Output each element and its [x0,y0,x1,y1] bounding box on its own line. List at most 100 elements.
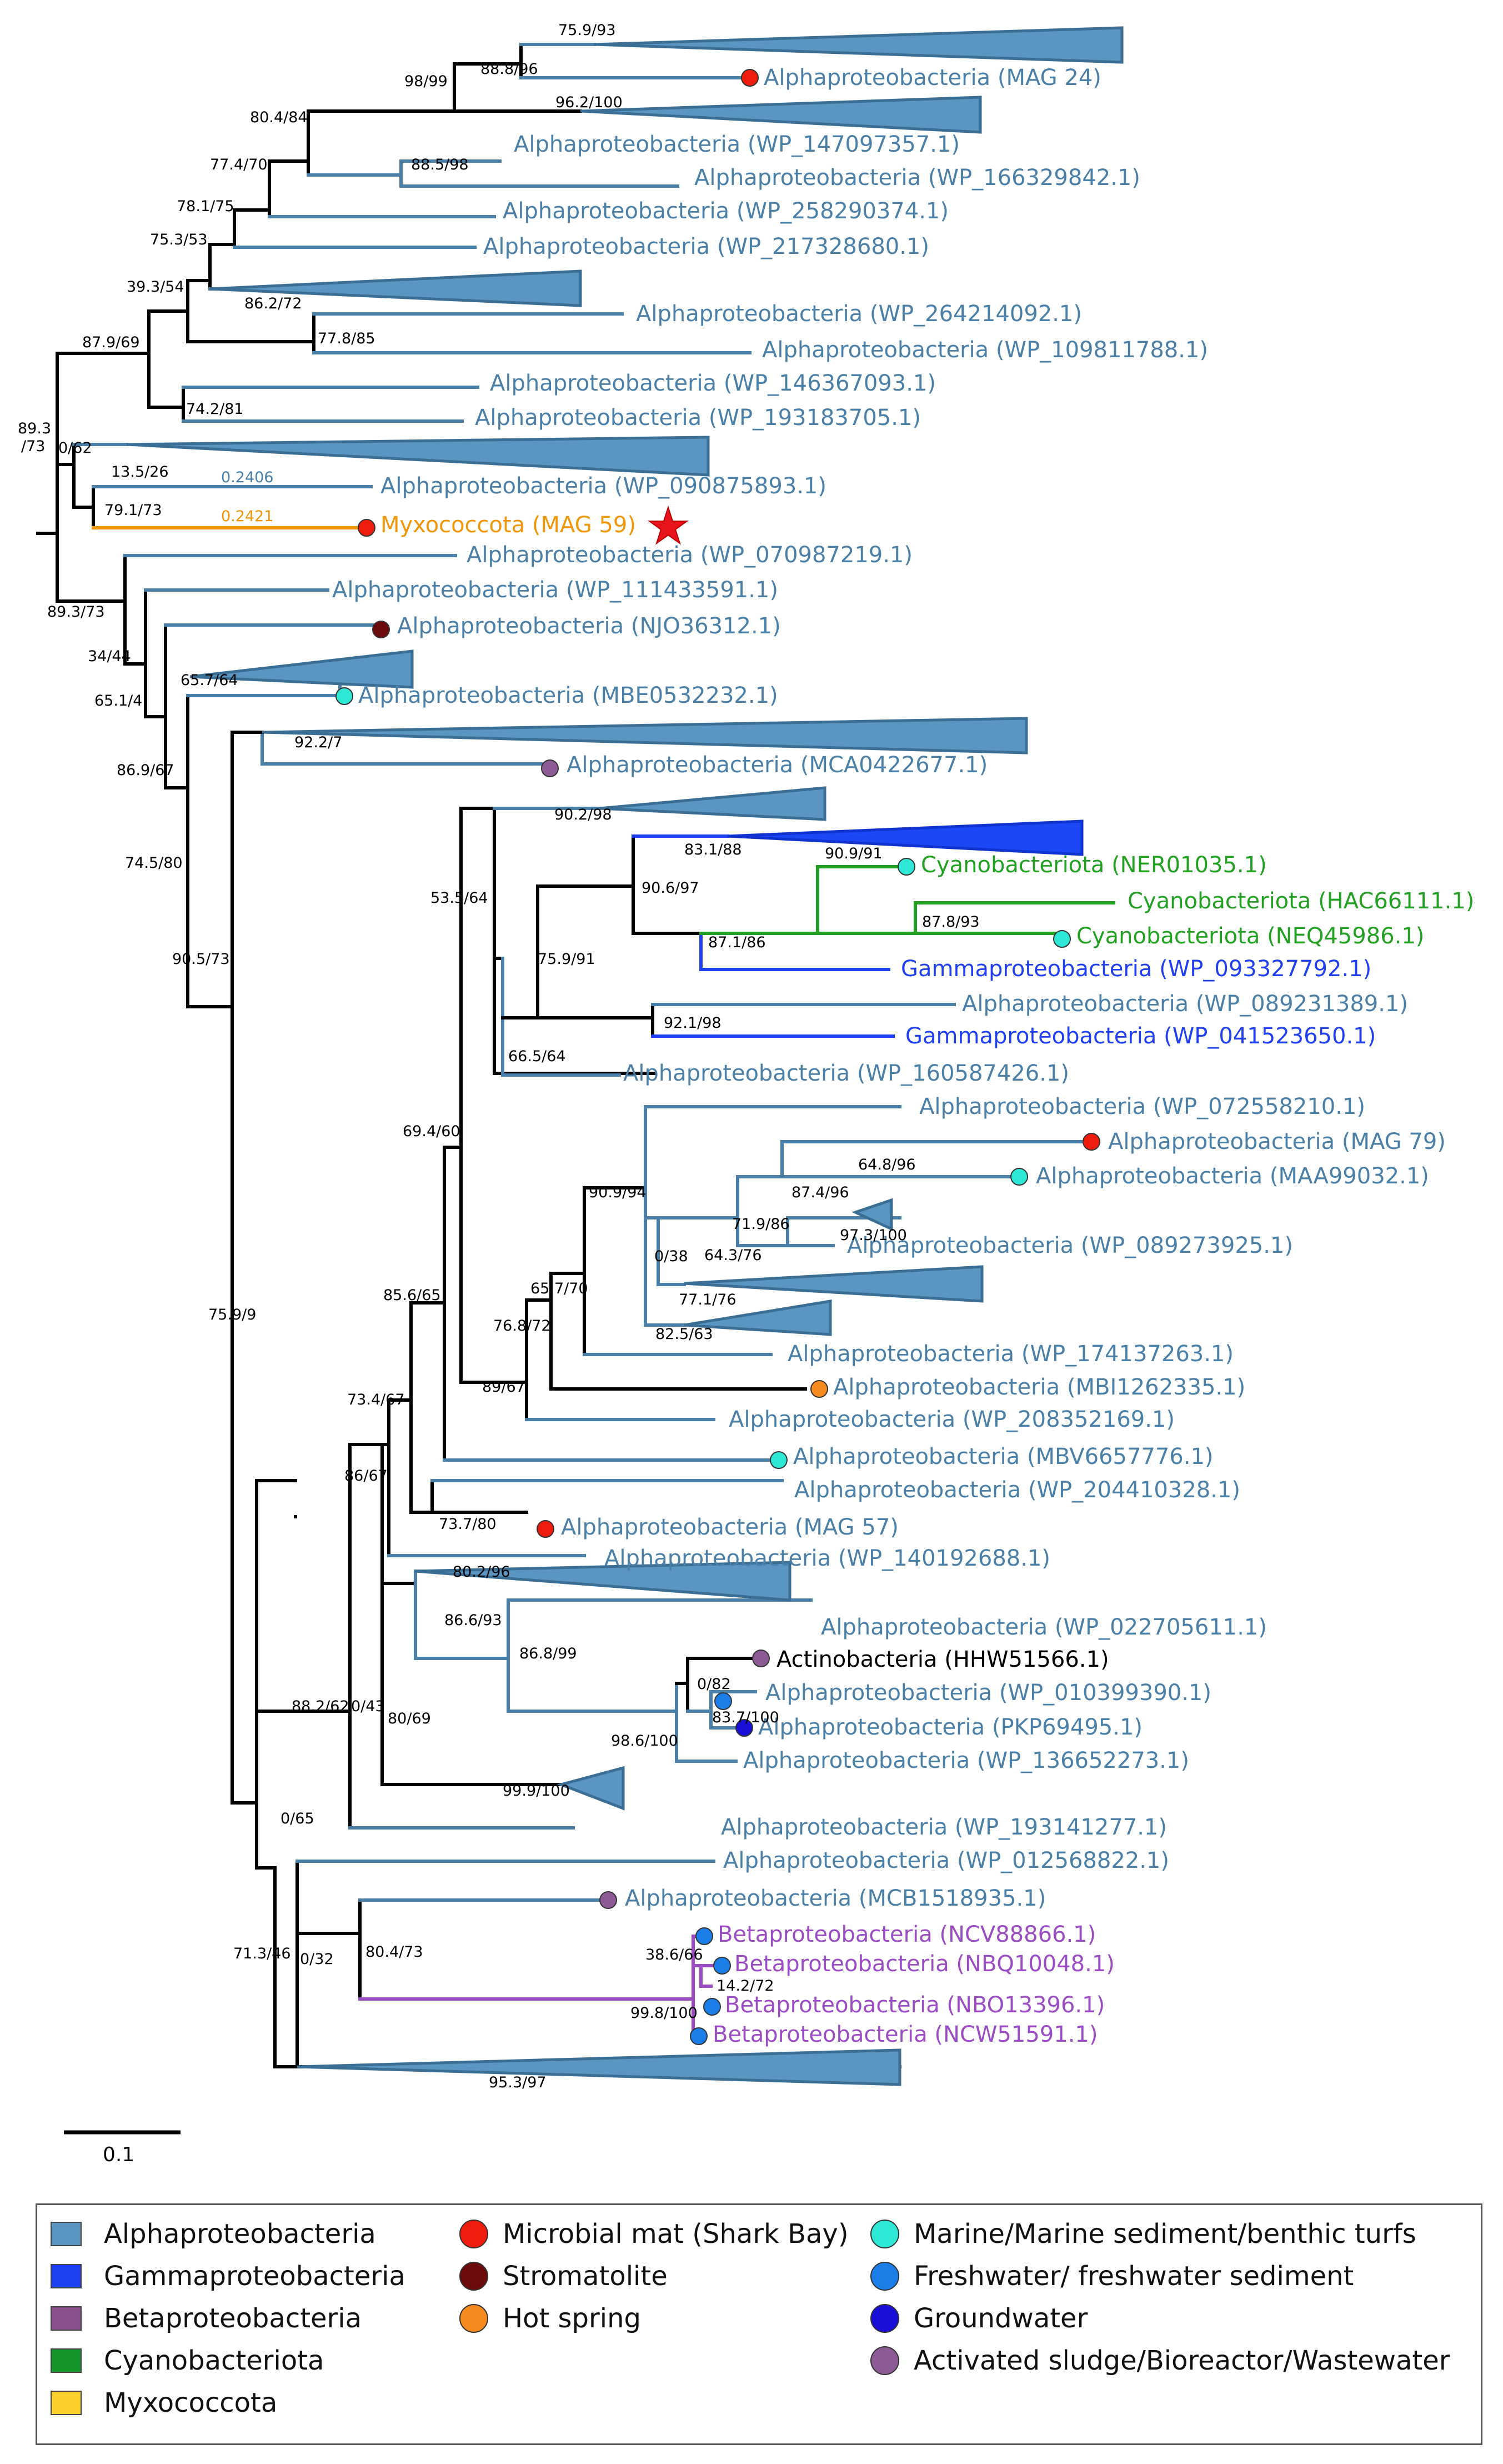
collapsed-clade-triangle [594,26,1124,64]
legend-label: Alphaproteobacteria [104,2218,376,2250]
support-value: 77.4/70 [210,156,268,173]
tree-branches [36,43,1115,2068]
support-value: 92.2/7 [294,734,342,751]
support-value: 38.6/66 [645,1946,703,1963]
leaf-label: Alphaproteobacteria (WP_089273925.1) [847,1233,1293,1258]
collapsed-clade-triangle [262,717,1028,754]
support-value: 88.5/98 [411,156,469,173]
leaf-label: Alphaproteobacteria (MAG 57) [561,1515,899,1540]
support-value: 78.1/75 [177,198,234,215]
leaf-label: Actinobacteria (HHW51566.1) [776,1647,1109,1672]
leaf-label: Alphaproteobacteria (WP_193141277.1) [721,1815,1167,1840]
legend-item-stromatolite: Stromatolite [459,2260,668,2293]
support-value: 75.9/91 [538,951,595,968]
support-value: 65.7/64 [181,672,238,689]
leaf-label: Alphaproteobacteria (WP_146367093.1) [490,371,936,396]
legend-item-alphaproteobacteria: Alphaproteobacteria [51,2217,376,2251]
leaf-label: Alphaproteobacteria (WP_264214092.1) [636,301,1082,327]
support-value: 90.9/91 [825,845,883,862]
leaf-label: Alphaproteobacteria (MCB1518935.1) [625,1886,1046,1911]
legend-item-myxococcota: Myxococcota [51,2386,277,2420]
legend-item-betaproteobacteria: Betaproteobacteria [51,2302,362,2335]
support-value: 64.8/96 [858,1156,916,1173]
support-value: 77.1/76 [679,1291,737,1308]
leaf-label: Alphaproteobacteria (WP_204410328.1) [794,1477,1240,1503]
leaf-label: Alphaproteobacteria (WP_174137263.1) [788,1341,1234,1367]
support-value: 99.8/100 [630,2005,698,2022]
support-value: 82.5/63 [655,1326,713,1343]
circle-purple-icon [870,2346,899,2375]
sludge-marker [752,1650,770,1667]
support-value: 86.8/99 [519,1645,577,1662]
stromatolite-marker [372,621,390,638]
legend-label: Hot spring [503,2303,641,2334]
support-value: 90.5/73 [172,951,230,968]
legend-label: Groundwater [914,2303,1088,2334]
legend-label: Gammaproteobacteria [104,2261,405,2292]
leaf-label: Alphaproteobacteria (WP_111433591.1) [332,577,778,603]
support-value: 73.4/67 [347,1391,405,1408]
support-value: 0/32 [300,1951,334,1968]
leaf-label: Myxococcota (MAG 59) [380,512,636,538]
leaf-label: Alphaproteobacteria (WP_147097357.1) [514,132,960,157]
leaf-label: Alphaproteobacteria (MAG 79) [1108,1129,1446,1154]
support-value: 64.3/76 [704,1247,762,1264]
phylogenetic-tree: Alphaproteobacteria (MAG 24) Alphaproteo… [18,22,1474,2166]
habitat-markers [335,69,1100,2045]
collapsed-clade-triangle [126,436,710,477]
support-value: 13.5/26 [111,463,169,481]
legend-item-gammaproteobacteria: Gammaproteobacteria [51,2260,405,2293]
support-value: 80.4/73 [365,1943,423,1961]
support-value: 65.7/70 [530,1280,588,1297]
collapsed-clade-triangle [851,1198,893,1231]
leaf-label: Alphaproteobacteria (WP_136652273.1) [743,1748,1189,1773]
support-value: 80.2/96 [453,1563,510,1581]
branch-length-label: 0.2421 [221,508,273,525]
gammaproteobacteria-swatch [51,2264,82,2288]
marine-marker [770,1451,788,1469]
collapsed-clade-triangle [727,819,1084,856]
leaf-label: Alphaproteobacteria (WP_258290374.1) [503,198,949,224]
leaf-label: Alphaproteobacteria (MBI1262335.1) [833,1375,1245,1400]
support-value: 83.7/100 [712,1709,779,1726]
marine-marker [1010,1168,1028,1186]
support-value: 97.3/100 [840,1227,907,1244]
circle-orange-icon [459,2304,488,2333]
support-value: 83.1/88 [684,841,742,858]
support-value: 76.8/72 [493,1317,551,1335]
leaf-label: Alphaproteobacteria (WP_010399390.1) [765,1680,1211,1706]
groundwater-marker [735,1719,753,1737]
support-value: 89/67 [482,1378,525,1396]
collapsed-clade-triangle [599,786,826,821]
leaf-label: Gammaproteobacteria (WP_041523650.1) [905,1023,1376,1049]
support-value: 0/62 [58,439,92,457]
leaf-label: Alphaproteobacteria (WP_140192688.1) [604,1546,1050,1571]
cyanobacteriota-swatch [51,2348,82,2373]
microbial-mat-marker [741,69,759,87]
support-value: 89.3/73 [47,603,105,621]
legend-item-hot-spring: Hot spring [459,2302,641,2335]
support-value: 0/43 [351,1698,385,1715]
collapsed-clade-triangle [684,1300,832,1336]
legend-label: Microbial mat (Shark Bay) [503,2218,849,2250]
legend-label: Betaproteobacteria [104,2303,362,2334]
scale-bar-label: 0.1 [103,2143,134,2166]
circle-blue-icon [870,2262,899,2291]
collapsed-clade-triangle [415,1561,791,1602]
microbial-mat-marker [537,1520,554,1538]
support-value: 98.6/100 [611,1732,678,1750]
legend-item-activated-sludge: Activated sludge/Bioreactor/Wastewater [870,2344,1450,2377]
support-value: 65.1/4 [94,692,142,709]
support-value: 92.1/98 [664,1014,722,1032]
leaf-labels: Alphaproteobacteria (MAG 24) Alphaproteo… [332,65,1474,2047]
freshwater-marker [695,1927,713,1945]
legend-label: Cyanobacteriota [104,2345,324,2376]
leaf-label: Alphaproteobacteria (WP_208352169.1) [729,1407,1175,1432]
legend-label: Marine/Marine sediment/benthic turfs [914,2218,1416,2250]
collapsed-clade-triangle [297,2048,901,2086]
legend-label: Activated sludge/Bioreactor/Wastewater [914,2345,1450,2376]
leaf-label: Alphaproteobacteria (WP_217328680.1) [483,234,929,259]
sludge-marker [541,759,559,777]
leaf-label: Alphaproteobacteria (PKP69495.1) [758,1715,1143,1740]
marine-marker [898,858,915,876]
